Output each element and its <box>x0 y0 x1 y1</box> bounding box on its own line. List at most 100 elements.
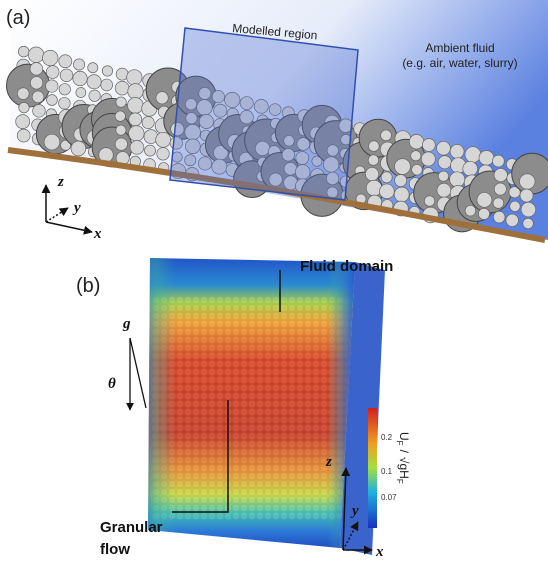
small-particle <box>409 135 423 149</box>
small-particle <box>494 183 506 195</box>
small-particle <box>368 155 379 166</box>
small-particle <box>47 95 58 106</box>
small-particle <box>478 208 489 219</box>
colorbar-label: UF/√gHF <box>395 432 411 484</box>
small-particle <box>520 174 536 190</box>
small-particle <box>16 115 30 129</box>
panel-label: (b) <box>76 275 100 297</box>
small-particle <box>411 151 421 161</box>
small-particle <box>87 75 101 89</box>
small-particle <box>19 102 29 112</box>
colorbar-tick: 0.2 <box>381 433 393 442</box>
small-particle <box>73 71 87 85</box>
small-particle <box>493 211 505 223</box>
figure: (a) Modelled region Ambient fluid (e.g. … <box>0 0 548 566</box>
small-particle <box>145 145 156 156</box>
small-particle <box>17 88 29 100</box>
cb-part: F <box>395 479 404 484</box>
panel-label: (a) <box>6 7 30 29</box>
large-particle <box>6 64 49 107</box>
cb-part: / <box>397 450 411 454</box>
small-particle <box>42 50 58 66</box>
small-particle <box>465 205 476 216</box>
small-particle <box>438 171 448 181</box>
small-particle <box>450 172 465 187</box>
small-particle <box>127 70 142 85</box>
small-particle <box>463 161 478 176</box>
small-particle <box>493 198 504 209</box>
fluid-domain-label: Fluid domain <box>300 258 393 275</box>
small-particle <box>129 113 142 126</box>
small-particle <box>60 69 73 82</box>
small-particle <box>127 97 143 113</box>
axis-label: z <box>325 454 332 470</box>
small-particle <box>494 168 507 181</box>
axis-label: y <box>350 503 359 519</box>
small-particle <box>465 147 481 163</box>
fluid-label: Ambient fluid <box>425 41 494 55</box>
small-particle <box>156 92 168 104</box>
axis-label: z <box>57 174 64 190</box>
small-particle <box>129 126 144 141</box>
small-particle <box>28 47 44 63</box>
small-particle <box>101 79 113 91</box>
small-particle <box>88 63 98 73</box>
small-particle <box>46 80 58 92</box>
fluid-label: (e.g. air, water, slurry) <box>402 56 517 70</box>
axis-label: x <box>93 226 102 242</box>
x-axis <box>46 222 92 232</box>
small-particle <box>365 167 378 180</box>
small-particle <box>76 87 86 97</box>
cb-part: F <box>395 441 404 446</box>
small-particle <box>30 62 43 75</box>
small-particle <box>59 84 70 95</box>
colorbar-tick: 0.07 <box>381 493 397 502</box>
small-particle <box>73 59 84 70</box>
small-particle <box>17 129 30 142</box>
small-particle <box>59 55 72 68</box>
small-particle <box>30 77 43 90</box>
small-particle <box>59 97 71 109</box>
colorbar-tick: 0.1 <box>381 467 393 476</box>
slope-normal <box>130 338 146 408</box>
small-particle <box>89 90 100 101</box>
granular-label: flow <box>100 541 130 558</box>
small-particle <box>394 187 409 202</box>
small-particle <box>115 111 125 121</box>
cb-part: U <box>397 432 411 441</box>
small-particle <box>438 156 451 169</box>
small-particle <box>437 183 451 197</box>
small-particle <box>379 184 394 199</box>
axis-label: x <box>375 544 384 560</box>
small-particle <box>44 134 60 150</box>
colorbar <box>368 408 377 528</box>
small-particle <box>156 132 171 147</box>
small-particle <box>115 138 127 150</box>
axis-label: y <box>72 200 81 216</box>
small-particle <box>32 91 44 103</box>
small-particle <box>424 196 434 206</box>
small-particle <box>395 159 411 175</box>
small-particle <box>521 202 536 217</box>
small-particle <box>450 144 464 158</box>
small-particle <box>368 141 379 152</box>
small-particle <box>46 66 59 79</box>
small-particle <box>479 150 494 165</box>
small-particle <box>142 116 154 128</box>
small-particle <box>510 201 520 211</box>
gravity-label: g <box>122 316 131 332</box>
angle-label: θ <box>108 376 116 392</box>
small-particle <box>523 218 534 229</box>
small-particle <box>116 97 126 107</box>
small-particle <box>33 104 46 117</box>
small-particle <box>128 84 143 99</box>
granular-label: Granular <box>100 519 163 536</box>
small-particle <box>71 141 86 156</box>
small-particle <box>421 152 435 166</box>
small-particle <box>477 192 492 207</box>
small-particle <box>412 164 423 175</box>
small-particle <box>157 148 170 161</box>
small-particle <box>437 141 451 155</box>
small-particle <box>116 125 126 135</box>
small-particle <box>422 139 435 152</box>
